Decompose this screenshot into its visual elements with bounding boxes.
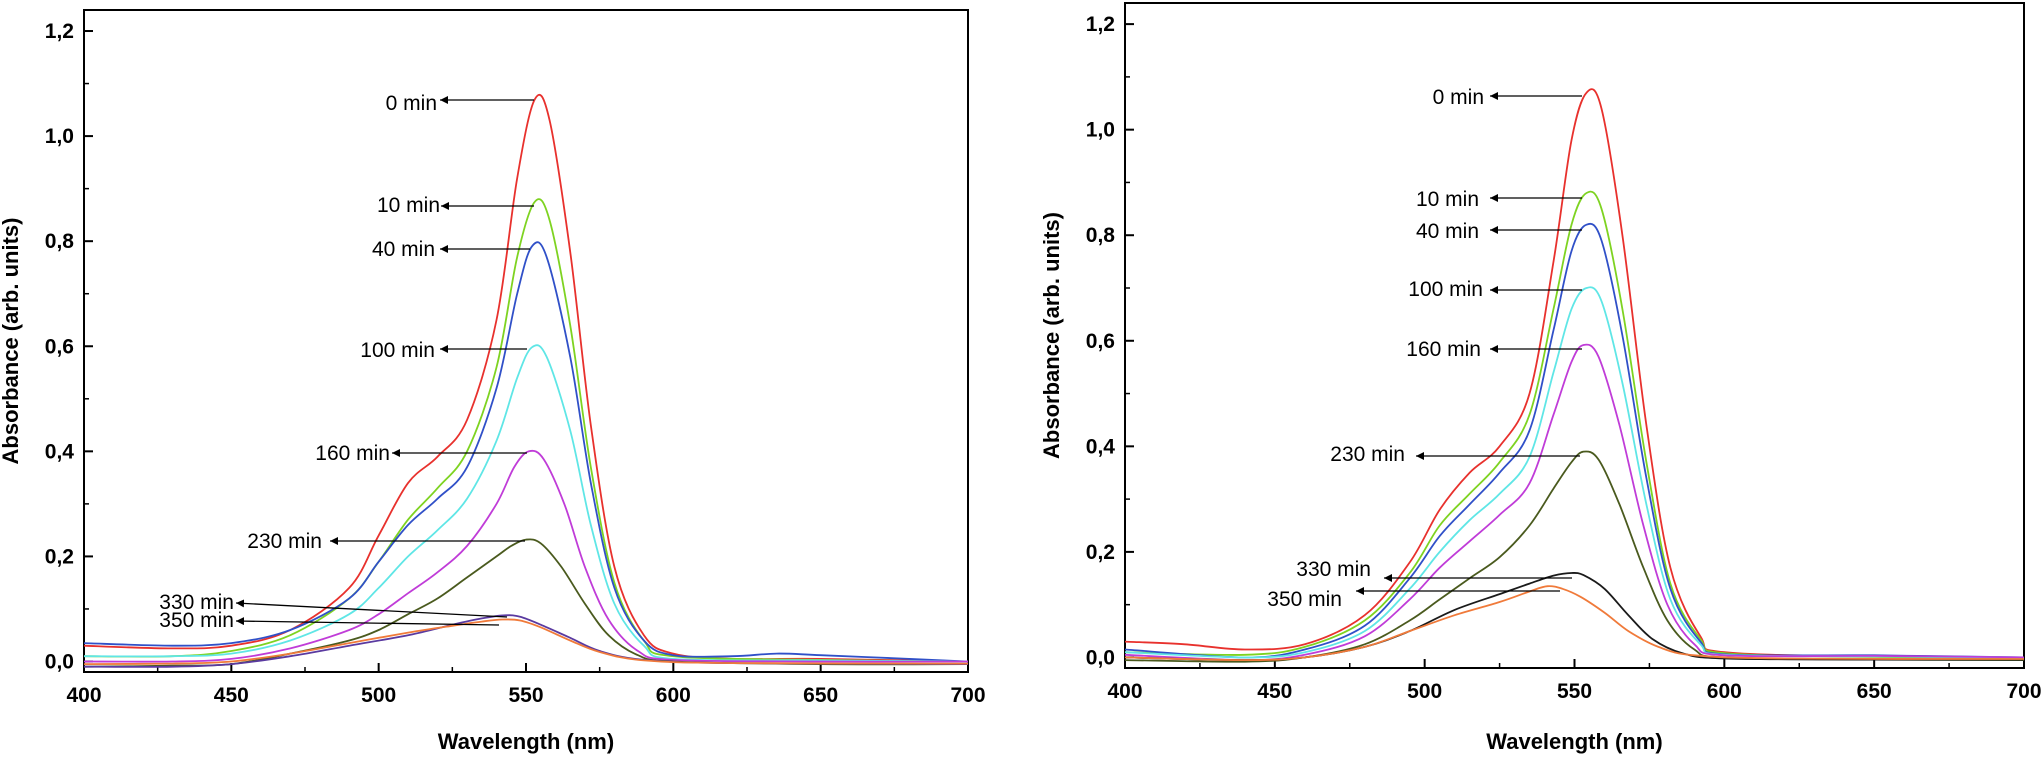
annotation-label: 40 min — [372, 238, 435, 261]
y-tick-label: 0,4 — [1086, 435, 1116, 458]
x-tick-label: 400 — [66, 684, 101, 707]
y-tick-label: 1,2 — [1086, 13, 1115, 36]
x-axis-title: Wavelength (nm) — [438, 729, 614, 754]
x-tick-label: 550 — [1557, 680, 1592, 703]
annotation-label: 330 min — [159, 591, 234, 614]
annotation-label: 0 min — [386, 92, 437, 115]
series-line-160-min — [1125, 343, 2024, 662]
annotation-label: 160 min — [1406, 338, 1481, 361]
x-tick-label: 650 — [803, 684, 838, 707]
x-axis-title: Wavelength (nm) — [1486, 729, 1662, 754]
x-tick-label: 650 — [1857, 680, 1892, 703]
x-tick-label: 600 — [656, 684, 691, 707]
y-tick-label: 0,6 — [45, 335, 74, 358]
series-line-0-min — [84, 94, 968, 663]
x-tick-label: 450 — [214, 684, 249, 707]
annotation-arrow — [235, 617, 500, 626]
x-tick-label: 550 — [508, 684, 543, 707]
series-line-350-min — [1125, 585, 2024, 662]
x-tick-label: 400 — [1107, 680, 1142, 703]
x-tick-label: 700 — [950, 684, 985, 707]
y-tick-label: 0,2 — [45, 545, 74, 568]
series-line-40-min — [1125, 222, 2024, 659]
x-tick-label: 600 — [1707, 680, 1742, 703]
y-tick-label: 1,0 — [45, 125, 74, 148]
series-line-0-min — [1125, 88, 2024, 659]
y-axis-title: Absorbance (arb. units) — [0, 218, 23, 465]
x-tick-label: 700 — [2006, 680, 2041, 703]
annotation-label: 10 min — [1416, 188, 1479, 211]
annotation-label: 350 min — [159, 609, 234, 632]
annotation-label: 100 min — [1408, 278, 1483, 301]
annotation-arrow — [235, 599, 508, 618]
y-tick-label: 0,6 — [1086, 330, 1115, 353]
x-tick-label: 500 — [361, 684, 396, 707]
y-tick-label: 0,2 — [1086, 541, 1115, 564]
annotation-label: 40 min — [1416, 220, 1479, 243]
plot-frame — [1124, 2, 2025, 669]
y-tick-label: 0,8 — [1086, 224, 1116, 247]
series-line-100-min — [84, 344, 968, 663]
annotation-label: 100 min — [360, 339, 435, 362]
y-tick-label: 1,2 — [45, 20, 74, 43]
right-chart-panel: 400 450 500 550 600 650 700 0,0 0,2 0,4 0,6 0,8 1,0 1… — [1039, 2, 2042, 754]
annotation-label: 0 min — [1433, 86, 1484, 109]
y-tick-label: 0,4 — [45, 440, 75, 463]
series-line-40-min — [84, 241, 968, 663]
y-tick-label: 0,8 — [45, 230, 75, 253]
left-chart-panel: 400 450 500 550 600 650 700 0,0 0,2 0,4 0,6 0,8 1,0 1… — [0, 9, 986, 754]
annotation-label: 350 min — [1267, 588, 1342, 611]
series-line-10-min — [1125, 190, 2024, 659]
series-group — [1125, 88, 2024, 663]
plot-frame — [83, 9, 969, 673]
y-tick-label: 0,0 — [45, 650, 74, 673]
annotation-label: 230 min — [1330, 443, 1405, 466]
annotation-label: 230 min — [247, 530, 322, 553]
series-line-350-min — [84, 618, 968, 665]
x-tick-label: 500 — [1407, 680, 1442, 703]
y-tick-label: 1,0 — [1086, 119, 1115, 142]
series-line-100-min — [1125, 286, 2024, 659]
y-tick-label: 0,0 — [1086, 646, 1115, 669]
y-axis-title: Absorbance (arb. units) — [1039, 212, 1064, 459]
annotation-label: 10 min — [377, 194, 440, 217]
series-line-230-min — [1125, 450, 2024, 663]
series-line-330-min — [1125, 572, 2024, 662]
series-line-160-min — [84, 449, 968, 663]
series-group — [84, 94, 968, 668]
annotation-label: 330 min — [1296, 558, 1371, 581]
x-tick-label: 450 — [1257, 680, 1292, 703]
annotation-label: 160 min — [315, 442, 390, 465]
